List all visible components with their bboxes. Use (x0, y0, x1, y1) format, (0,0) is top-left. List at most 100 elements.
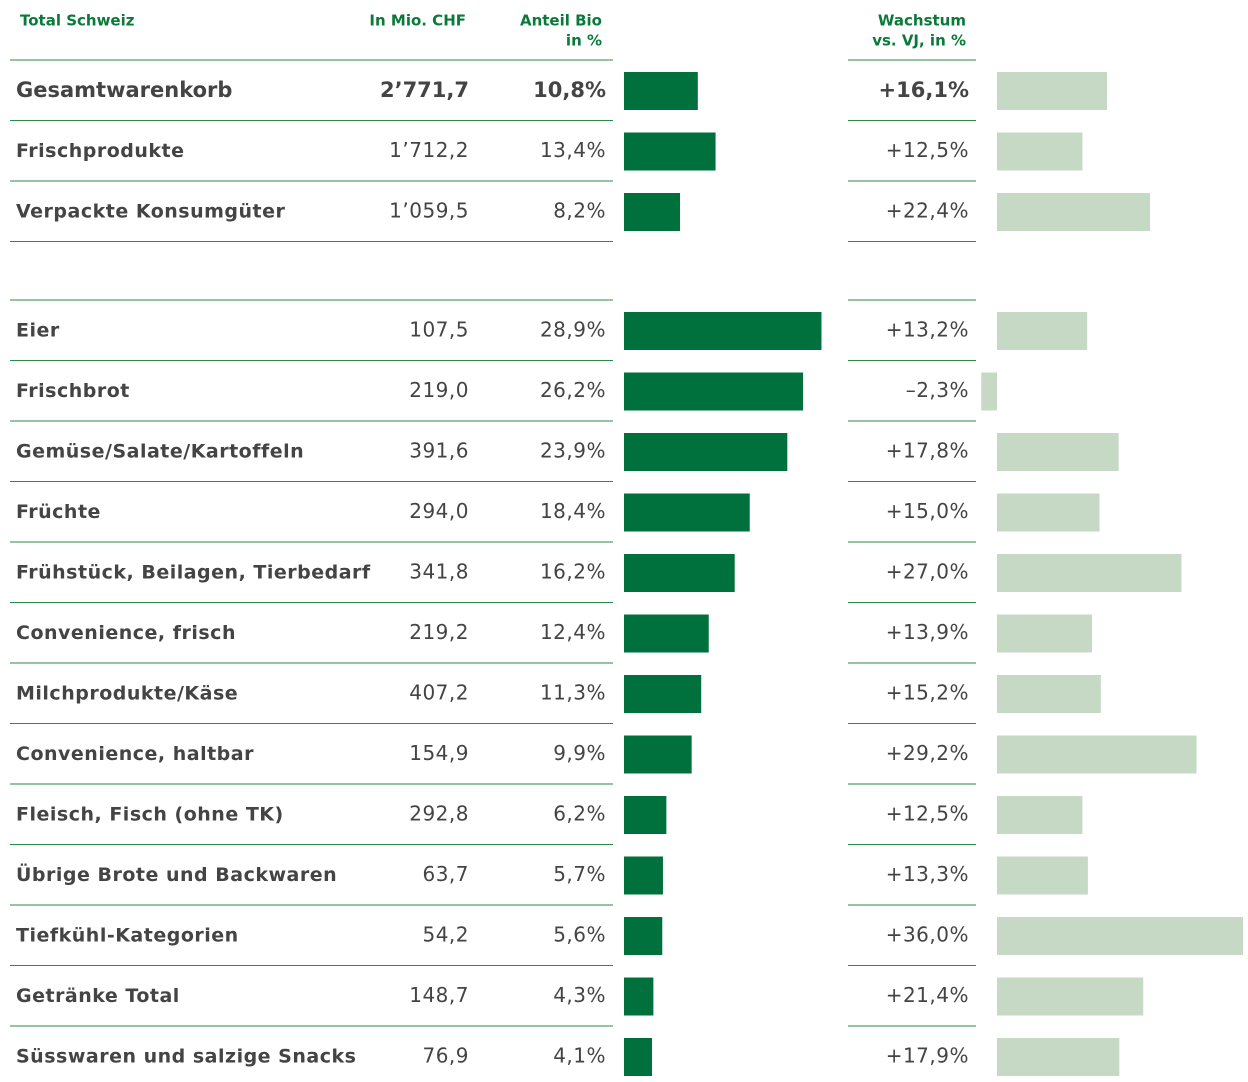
share-bar (624, 977, 654, 1016)
share-label: 4,3% (553, 983, 606, 1007)
share-label: 8,2% (553, 199, 606, 223)
share-label: 18,4% (540, 499, 606, 523)
growth-label: +12,5% (886, 802, 969, 826)
sales-label: 219,2 (409, 620, 469, 644)
growth-bar (997, 917, 1243, 955)
growth-label: +27,0% (886, 560, 969, 584)
share-bar (624, 554, 735, 592)
sales-label: 2’771,7 (380, 78, 469, 102)
share-bar (624, 493, 750, 532)
row-label: Eier (16, 320, 60, 342)
header: Wachstum (878, 12, 966, 30)
share-label: 28,9% (540, 318, 606, 342)
header: In Mio. CHF (369, 12, 466, 30)
sales-label: 148,7 (409, 983, 469, 1007)
growth-label: +13,3% (886, 862, 969, 886)
share-bar (624, 193, 681, 231)
share-label: 16,2% (540, 560, 606, 584)
sales-label: 292,8 (409, 802, 469, 826)
row-label: Getränke Total (16, 985, 180, 1007)
growth-bar (997, 554, 1182, 592)
row-label: Milchprodukte/Käse (16, 683, 238, 705)
row-label: Frühstück, Beilagen, Tierbedarf (16, 562, 371, 584)
sales-label: 107,5 (409, 318, 469, 342)
sales-label: 1’712,2 (389, 138, 469, 162)
growth-bar (997, 132, 1083, 171)
header: Anteil Bio (520, 12, 602, 30)
sales-label: 1’059,5 (389, 199, 469, 223)
growth-bar (997, 675, 1101, 713)
growth-label: +36,0% (886, 923, 969, 947)
row-label: Frischbrot (16, 380, 130, 402)
row-label: Verpackte Konsumgüter (16, 201, 286, 223)
share-bar (624, 856, 663, 895)
share-label: 9,9% (553, 741, 606, 765)
share-label: 13,4% (540, 138, 606, 162)
growth-bar (981, 372, 997, 411)
growth-bar (997, 977, 1144, 1016)
growth-label: +22,4% (886, 199, 969, 223)
sales-label: 63,7 (422, 862, 469, 886)
growth-label: +15,0% (886, 499, 969, 523)
share-bar (624, 132, 716, 171)
share-bar (624, 917, 663, 955)
row-label: Süsswaren und salzige Snacks (16, 1046, 356, 1068)
sales-label: 154,9 (409, 741, 469, 765)
share-bar (624, 312, 822, 350)
sales-label: 76,9 (422, 1044, 469, 1068)
growth-bar (997, 493, 1100, 532)
growth-label: +17,9% (886, 1044, 969, 1068)
row-label: Frischprodukte (16, 140, 185, 162)
growth-label: +17,8% (886, 439, 969, 463)
share-label: 5,7% (553, 862, 606, 886)
growth-label: +13,2% (886, 318, 969, 342)
growth-bar (997, 433, 1119, 471)
row-label: Convenience, haltbar (16, 743, 254, 765)
share-label: 11,3% (540, 681, 606, 705)
share-bar (624, 72, 698, 110)
growth-bar (997, 312, 1088, 350)
growth-bar (997, 72, 1108, 110)
row-label: Gemüse/Salate/Kartoffeln (16, 441, 304, 463)
share-bar (624, 796, 667, 834)
share-bar (624, 614, 709, 653)
share-label: 5,6% (553, 923, 606, 947)
share-bar (624, 675, 702, 713)
sales-label: 294,0 (409, 499, 469, 523)
share-label: 12,4% (540, 620, 606, 644)
share-label: 4,1% (553, 1044, 606, 1068)
row-label: Gesamtwarenkorb (16, 78, 232, 102)
growth-label: +13,9% (886, 620, 969, 644)
growth-label: +29,2% (886, 741, 969, 765)
growth-bar (997, 735, 1197, 774)
header: in % (566, 32, 602, 50)
share-bar (624, 735, 692, 774)
header: vs. VJ, in % (872, 32, 966, 50)
growth-label: +12,5% (886, 138, 969, 162)
share-label: 26,2% (540, 378, 606, 402)
row-label: Fleisch, Fisch (ohne TK) (16, 804, 284, 826)
growth-bar (997, 193, 1151, 231)
growth-bar (997, 796, 1083, 834)
share-label: 10,8% (533, 78, 606, 102)
sales-label: 391,6 (409, 439, 469, 463)
share-label: 23,9% (540, 439, 606, 463)
row-label: Früchte (16, 501, 101, 523)
sales-label: 54,2 (422, 923, 469, 947)
title: Total Schweiz (20, 12, 135, 30)
growth-label: +21,4% (886, 983, 969, 1007)
sales-label: 219,0 (409, 378, 469, 402)
growth-bar (997, 614, 1092, 653)
growth-bar (997, 856, 1088, 895)
share-bar (624, 433, 788, 471)
sales-label: 407,2 (409, 681, 469, 705)
growth-label: +16,1% (879, 78, 969, 102)
sales-label: 341,8 (409, 560, 469, 584)
growth-label: –2,3% (906, 378, 969, 402)
share-bar (624, 1038, 653, 1076)
growth-label: +15,2% (886, 681, 969, 705)
row-label: Tiefkühl-Kategorien (16, 925, 239, 947)
share-label: 6,2% (553, 802, 606, 826)
row-label: Übrige Brote und Backwaren (16, 862, 337, 886)
